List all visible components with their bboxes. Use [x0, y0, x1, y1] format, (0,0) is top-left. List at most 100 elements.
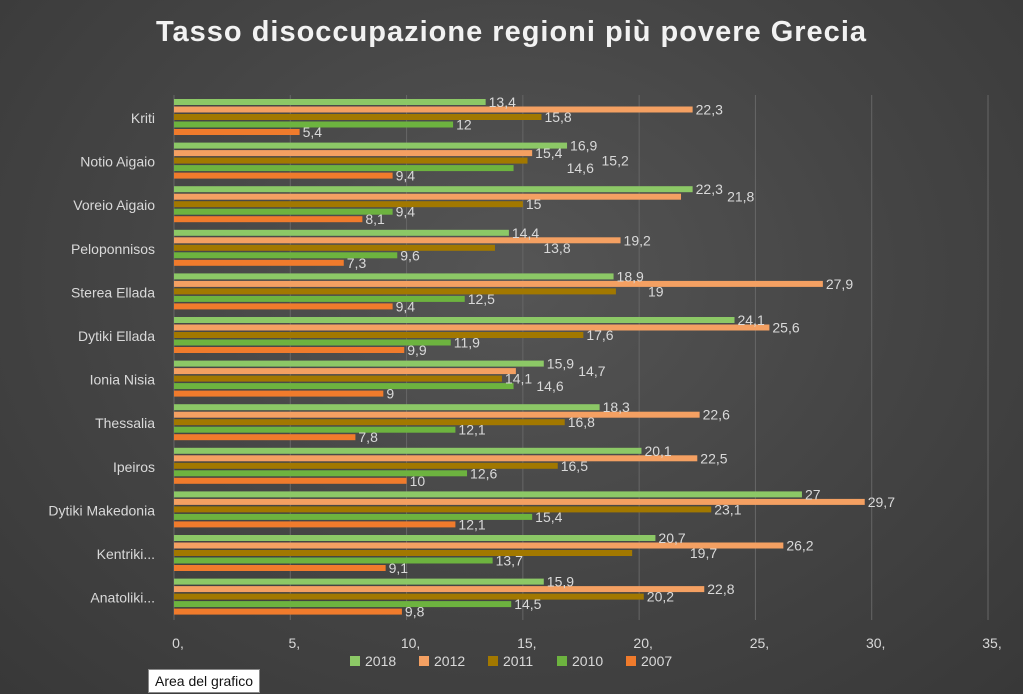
data-label-2012: 22,8	[707, 581, 734, 597]
bar-2007	[174, 347, 405, 353]
data-label-2011: 15,8	[544, 109, 571, 125]
data-label-2011: 19	[648, 283, 664, 299]
chart-title: Tasso disoccupazione regioni più povere …	[155, 16, 868, 48]
data-label-2010: 9,4	[396, 204, 416, 220]
data-label-2018: 18,3	[603, 399, 630, 415]
data-label-2011: 19,7	[690, 545, 717, 561]
data-label-2007: 5,4	[303, 124, 323, 140]
data-label-2007: 9,9	[407, 342, 427, 358]
x-tick-label: 10,	[401, 635, 420, 651]
data-label-2012: 22,5	[700, 450, 727, 466]
x-tick-label: 5,	[288, 635, 300, 651]
bar-2007	[174, 129, 300, 135]
data-label-2007: 9,4	[396, 168, 416, 184]
category-label: Anatoliki...	[90, 590, 155, 606]
bar-2012	[174, 411, 700, 418]
data-label-2018: 13,4	[489, 94, 516, 110]
data-label-2010: 11,9	[454, 335, 480, 351]
bar-2012	[174, 237, 621, 244]
data-label-2012: 15,4	[535, 145, 562, 161]
data-label-2012: 22,6	[703, 407, 730, 423]
category-label: Sterea Ellada	[71, 284, 155, 300]
bar-2012	[174, 586, 705, 593]
bar-2007	[174, 259, 344, 266]
category-label: Voreio Aigaio	[73, 197, 155, 213]
bar-2018	[174, 535, 656, 541]
bar-2012	[174, 542, 784, 549]
data-label-2010: 14,5	[514, 596, 541, 612]
data-label-2018: 14,4	[512, 225, 539, 241]
bar-2012	[174, 280, 823, 287]
x-tick-label: 30,	[866, 635, 885, 651]
data-label-2012: 27,9	[826, 276, 853, 292]
bar-2012	[174, 455, 698, 462]
data-label-2012: 14,7	[578, 363, 605, 379]
data-label-2011: 15,2	[602, 153, 629, 169]
bar-2018	[174, 491, 802, 498]
data-label-2007: 9,4	[396, 298, 416, 314]
x-tick-label: 20,	[633, 635, 652, 651]
bar-2011	[174, 506, 712, 513]
data-label-2011: 14,1	[505, 371, 532, 387]
legend-swatch-2011	[488, 656, 498, 666]
bar-2018	[174, 142, 568, 149]
bar-2018	[174, 317, 735, 323]
data-label-2018: 18,9	[617, 268, 644, 284]
category-label: Ionia Nisia	[90, 372, 156, 388]
data-label-2010: 12,5	[468, 291, 495, 307]
data-label-2007: 8,1	[365, 211, 385, 227]
bar-2007	[174, 477, 407, 484]
x-tick-label: 25,	[750, 635, 769, 651]
data-label-2010: 13,7	[496, 553, 523, 569]
bar-2011	[174, 375, 502, 382]
legend-swatch-2012	[419, 656, 429, 666]
data-label-2012: 22,3	[696, 102, 723, 118]
data-label-2010: 12	[456, 117, 472, 133]
bar-2011	[174, 593, 644, 600]
data-label-2012: 19,2	[624, 232, 651, 248]
bar-2007	[174, 608, 402, 615]
data-label-2018: 16,9	[570, 138, 597, 154]
category-label: Notio Aigaio	[80, 154, 155, 170]
bar-2011	[174, 419, 565, 426]
x-tick-label: 35,	[982, 635, 1001, 651]
bar-2011	[174, 201, 523, 208]
legend-swatch-2010	[557, 656, 567, 666]
bar-2018	[174, 447, 642, 454]
legend-label-2011: 2011	[503, 653, 533, 669]
data-label-2012: 21,8	[727, 189, 754, 205]
data-label-2018: 20,1	[644, 443, 671, 459]
data-label-2011: 13,8	[543, 240, 570, 256]
bar-2007	[174, 172, 393, 179]
bar-2018	[174, 186, 693, 193]
legend-label-2007: 2007	[641, 653, 672, 669]
data-label-2010: 12,1	[458, 422, 485, 438]
bar-2018	[174, 273, 614, 280]
bar-2012	[174, 368, 516, 375]
data-label-2012: 25,6	[772, 320, 799, 336]
data-label-2012: 29,7	[868, 494, 895, 510]
chart-area-tooltip: Area del grafico	[148, 669, 261, 693]
x-tick-label: 15,	[517, 635, 536, 651]
legend-label-2010: 2010	[572, 653, 603, 669]
data-label-2007: 12,1	[458, 516, 485, 532]
bar-2012	[174, 193, 682, 200]
data-label-2018: 15,9	[547, 574, 574, 590]
data-label-2007: 10	[410, 473, 426, 489]
bar-2018	[174, 99, 486, 105]
legend-label-2018: 2018	[365, 653, 396, 669]
data-label-2007: 7,8	[358, 429, 378, 445]
data-label-2011: 20,2	[647, 589, 674, 605]
bar-2007	[174, 216, 363, 223]
bar-2010	[174, 513, 533, 520]
data-label-2007: 9,1	[389, 560, 409, 576]
data-label-2018: 20,7	[658, 530, 685, 546]
legend-label-2012: 2012	[434, 653, 465, 669]
data-label-2007: 9	[386, 386, 394, 402]
data-label-2011: 16,8	[568, 414, 595, 430]
data-label-2012: 26,2	[786, 538, 813, 554]
data-label-2011: 23,1	[714, 501, 741, 517]
bar-2018	[174, 229, 509, 236]
